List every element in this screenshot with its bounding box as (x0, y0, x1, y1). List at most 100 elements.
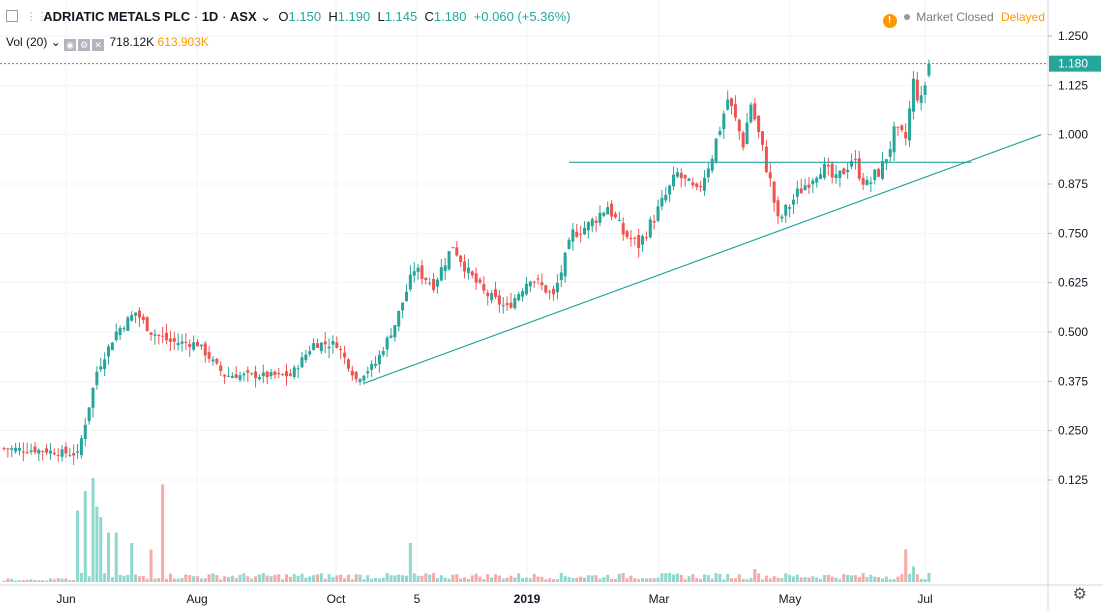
volume-bar (764, 575, 768, 582)
gear-icon[interactable]: ⚙ (1072, 586, 1087, 603)
candle-body (404, 291, 408, 302)
candle-body (242, 373, 246, 376)
volume-bar (493, 574, 497, 582)
candle-body (238, 375, 242, 380)
volume-bar (145, 578, 149, 582)
candle-body (470, 271, 474, 276)
last-price-tag (1049, 55, 1101, 72)
volume-bar (41, 580, 45, 582)
candle-body (780, 216, 784, 219)
candle-body (873, 169, 877, 180)
volume-bar (672, 574, 676, 582)
candle-body (45, 448, 49, 453)
candle-body (48, 450, 52, 454)
candle-body (714, 138, 718, 162)
candle-body (459, 255, 463, 262)
volume-bar (532, 573, 536, 582)
candle-body (424, 277, 428, 281)
candle-body (497, 295, 501, 305)
delayed-label[interactable]: Delayed (1000, 10, 1045, 24)
candle-body (358, 379, 362, 382)
symbol-legend: ⋮⋮ ADRIATIC METALS PLC · 1D · ASX ⌄ O1.1… (6, 8, 571, 26)
drag-handle-icon[interactable]: ⋮⋮ (25, 11, 48, 23)
volume-bar (629, 575, 633, 582)
candle-body (927, 63, 931, 76)
open-value: 1.150 (288, 9, 322, 24)
volume-bar (424, 573, 428, 582)
candle-body (691, 182, 695, 186)
symbol-name[interactable]: ADRIATIC METALS PLC (43, 9, 191, 24)
candle-body (795, 188, 799, 197)
candle-body (528, 281, 532, 287)
candle-body (706, 168, 710, 178)
candle-body (211, 359, 215, 362)
exchange-label[interactable]: ASX (229, 9, 257, 24)
volume-bar (524, 577, 528, 582)
volume-bar (404, 575, 408, 582)
volume-bar (675, 573, 679, 582)
warning-icon[interactable]: ! (882, 14, 897, 28)
volume-bar (865, 576, 869, 582)
interval-label[interactable]: 1D (201, 9, 219, 24)
candle-body (192, 342, 196, 350)
candle-body (846, 169, 850, 173)
x-tick-label: 2019 (514, 592, 541, 606)
candle-body (377, 354, 381, 365)
candle-body (161, 335, 165, 337)
volume-bar (385, 572, 389, 582)
volume-bar (254, 576, 258, 582)
candle-body (474, 273, 478, 283)
candle-body (230, 376, 234, 378)
candle-body (586, 222, 590, 231)
volume-bar (10, 578, 14, 582)
volume-bar (714, 573, 718, 582)
volume-bar (548, 578, 552, 582)
volume-bar (37, 580, 41, 582)
candle-body (308, 351, 312, 355)
volume-bar (14, 580, 18, 582)
settings-small-icon[interactable]: ⚙ (78, 39, 91, 51)
volume-bar (799, 577, 803, 582)
volume-bar (68, 580, 72, 582)
candle-body (625, 231, 629, 238)
volume-label[interactable]: Vol (20) (6, 35, 48, 49)
candle-body (606, 207, 610, 215)
candle-body (265, 371, 269, 378)
volume-bar (850, 575, 854, 582)
candle-body (629, 237, 633, 240)
candle-body (621, 223, 625, 235)
volume-bar (501, 578, 505, 582)
volume-bar (780, 578, 784, 582)
volume-bar (819, 578, 823, 582)
candle-body (803, 185, 807, 190)
candle-body (435, 279, 439, 287)
candle-body (466, 267, 470, 274)
chevron-down-icon[interactable]: ⌄ (260, 9, 272, 24)
status-dot-icon (903, 14, 910, 20)
volume-bar (2, 580, 6, 582)
volume-bar (48, 578, 52, 582)
candle-body (517, 294, 521, 301)
close-icon[interactable]: ✕ (92, 39, 105, 51)
volume-bar (555, 579, 559, 582)
chevron-down-icon[interactable]: ⌄ (50, 35, 61, 49)
collapse-icon[interactable] (6, 10, 18, 22)
volume-bar (308, 576, 312, 582)
volume-bar (304, 577, 308, 582)
candle-body (726, 99, 730, 110)
volume-bar (126, 574, 130, 582)
volume-bar (749, 577, 753, 582)
eye-icon[interactable]: ◉ (64, 39, 77, 51)
volume-bar (273, 574, 277, 582)
candle-body (884, 159, 888, 164)
candle-body (304, 354, 308, 360)
candle-body (919, 95, 923, 103)
volume-bar (300, 573, 304, 582)
high-value: 1.190 (337, 9, 371, 24)
volume-bar (741, 578, 745, 582)
candle-body (695, 183, 699, 188)
candle-body (552, 288, 556, 295)
volume-bar (919, 578, 923, 582)
